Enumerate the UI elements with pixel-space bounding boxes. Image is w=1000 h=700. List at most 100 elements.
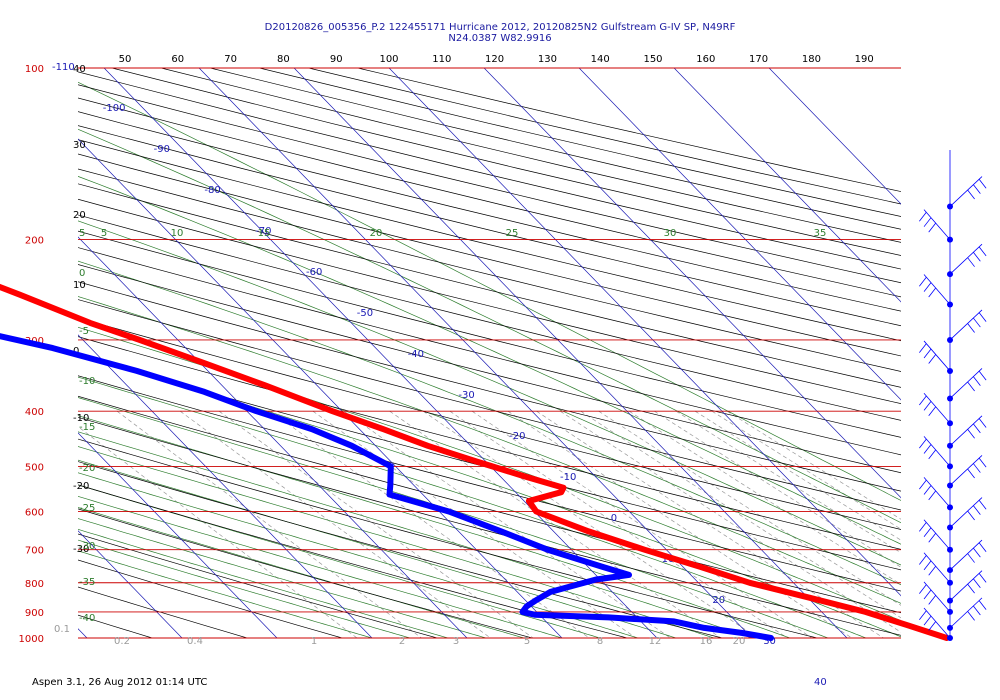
wind-barb-feather — [924, 109, 931, 118]
wind-barb-feather — [923, 615, 932, 626]
dry-adiabat-line — [78, 461, 723, 638]
dewpoint-point — [600, 564, 605, 569]
isotherm-line — [78, 530, 183, 638]
wind-barb-feather — [923, 589, 932, 600]
mixing-ratio-label: 0.4 — [187, 636, 203, 647]
dewpoint-point — [740, 630, 745, 635]
mixing-ratio-label: 2 — [399, 636, 405, 647]
dry-adiabat-line — [78, 508, 533, 638]
moist-adiabat-line — [78, 176, 901, 545]
temperature-point — [137, 337, 142, 342]
moist-adiabat-line — [78, 296, 901, 604]
temperature-point — [698, 564, 703, 569]
wind-barb-feather — [919, 395, 927, 406]
wind-barb-feather — [967, 257, 975, 267]
wind-barb-shaft — [923, 274, 951, 305]
mixing-ratio-label: 0.2 — [114, 636, 130, 647]
temperature-point — [203, 361, 208, 366]
dry-adiabat-label: 20 — [73, 210, 86, 221]
dewpoint-point — [134, 368, 139, 373]
mixing-ratio-label: 12 — [649, 636, 662, 647]
moist-adiabat-label: -20 — [79, 463, 95, 474]
moist-adiabat-top-label: 5 — [101, 228, 107, 239]
moist-adiabat-line — [78, 472, 639, 638]
pressure-tick-label: 100 — [25, 64, 44, 75]
temperature-point — [559, 490, 564, 495]
wind-barb-feather — [978, 246, 987, 257]
moist-adiabat-label: -15 — [79, 422, 95, 433]
wind-barb-feather — [967, 468, 975, 479]
mixing-ratio-label: 0.1 — [54, 624, 70, 635]
mixing-ratio-line — [507, 410, 853, 638]
wind-barb-feather — [978, 312, 987, 322]
theta-tick-label: 190 — [855, 54, 874, 65]
temperature-profile — [0, 283, 950, 641]
wind-barb-shaft — [923, 436, 951, 467]
dry-adiabat-line — [78, 416, 901, 636]
isotherm-label: -110 — [52, 62, 75, 73]
isotherm-label: -100 — [103, 103, 126, 114]
moist-adiabat-line — [78, 376, 867, 638]
theta-tick-label: 160 — [696, 54, 715, 65]
dry-adiabat-label: 30 — [73, 140, 86, 151]
dewpoint-trace — [0, 333, 774, 641]
moist-adiabat-line — [78, 550, 373, 638]
wind-barb-feather — [928, 490, 937, 501]
dewpoint-point — [593, 577, 598, 582]
moist-adiabat-line — [78, 459, 677, 638]
wind-barb-feather — [923, 485, 932, 495]
dewpoint-point — [349, 443, 354, 448]
wind-barb-feather — [973, 317, 981, 328]
isotherm-label: -90 — [154, 144, 170, 155]
dry-adiabat-line — [78, 533, 438, 638]
moist-adiabat-label: -40 — [79, 613, 95, 624]
temperature-point — [521, 474, 526, 479]
dry-adiabat-line — [78, 317, 901, 530]
moist-adiabat-label: -30 — [79, 541, 95, 552]
wind-barb-feather — [978, 542, 987, 553]
temperature-point — [330, 409, 335, 414]
theta-tick-label: 90 — [330, 54, 343, 65]
wind-barb-shaft — [949, 243, 983, 275]
pressure-tick-label: 800 — [25, 579, 44, 590]
pressure-tick-label: 900 — [25, 608, 44, 619]
temperature-point — [807, 595, 812, 600]
dewpoint-point — [520, 609, 525, 614]
moist-adiabat-label: 0 — [79, 268, 85, 279]
dry-adiabat-label: -20 — [73, 481, 89, 492]
wind-barb-feather — [978, 178, 987, 189]
wind-barb-feather — [967, 553, 975, 563]
moist-adiabat-label: -35 — [79, 577, 95, 588]
wind-barb-shaft — [923, 552, 951, 584]
dry-adiabat-line — [78, 586, 248, 638]
pressure-tick-label: 600 — [25, 508, 44, 519]
pressure-tick-label: 500 — [25, 462, 44, 473]
isobars — [78, 67, 901, 639]
temperature-point — [474, 459, 479, 464]
wind-barb-feather — [978, 370, 987, 381]
isotherm-line — [103, 68, 658, 638]
moist-adiabat-top-label: 15 — [258, 228, 271, 239]
dewpoint-point — [532, 612, 537, 617]
header-title: D20120826_005356_P.2 122455171 Hurricane… — [264, 22, 736, 33]
wind-barb-feather — [967, 429, 975, 439]
dry-adiabats — [78, 68, 901, 638]
wind-barb-feather — [923, 217, 932, 227]
mixing-ratio-line — [694, 410, 901, 541]
isotherm-line — [768, 68, 901, 205]
dewpoint-point — [533, 598, 538, 603]
wind-barb-shaft — [923, 392, 951, 424]
dry-adiabat-line — [78, 125, 901, 327]
dewpoint-point — [545, 547, 550, 552]
wind-barb-shaft — [949, 455, 983, 486]
wind-barb-feather — [978, 573, 987, 583]
dry-adiabat-line — [78, 559, 343, 638]
isotherm-label: 30 — [763, 636, 776, 647]
theta-tick-label: 140 — [591, 54, 610, 65]
temperature-trace — [0, 283, 950, 641]
isotherm-label: -50 — [357, 308, 373, 319]
wind-barb-shaft — [923, 340, 951, 372]
moist-adiabat-line — [78, 518, 487, 638]
